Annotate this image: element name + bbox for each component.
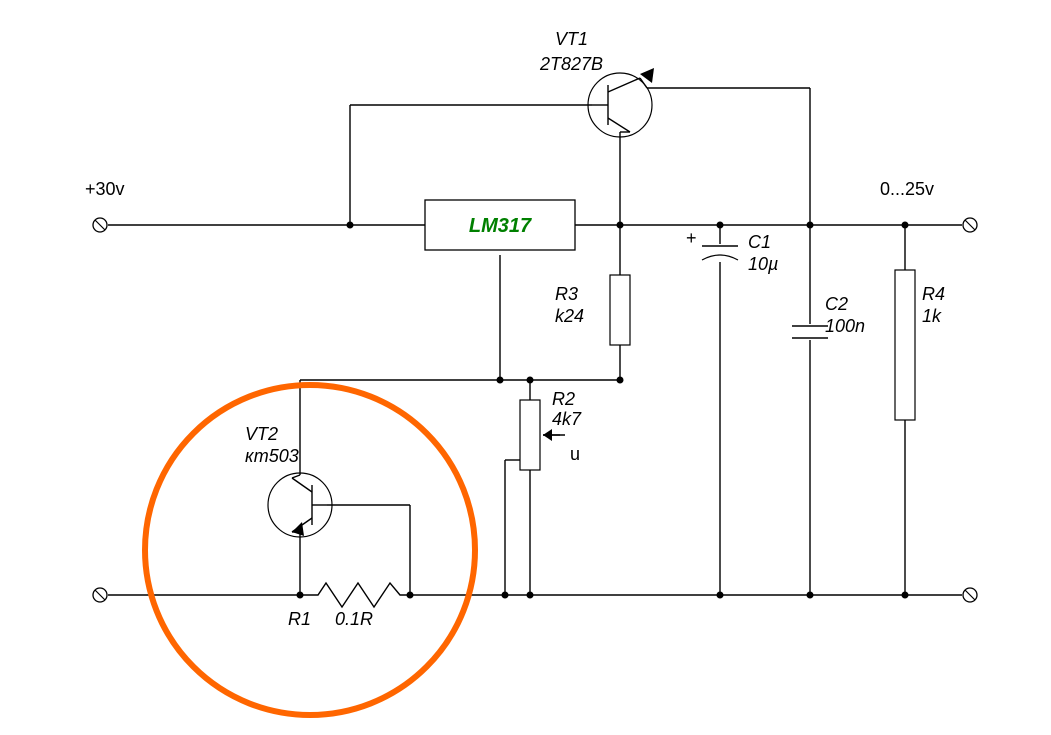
vt2-ref: VT2: [245, 424, 278, 444]
c2-ref: C2: [825, 294, 848, 314]
terminal-in-bot: [93, 588, 107, 602]
resistor-r3: [610, 275, 630, 345]
svg-text:+: +: [686, 228, 697, 248]
r1-ref: R1: [288, 609, 311, 629]
circuit-schematic: LM317 VT1 2T827B VT2 кт503 R1 0.1R: [0, 0, 1051, 735]
r3-val: k24: [555, 306, 584, 326]
resistor-r4: [895, 270, 915, 420]
terminal-out-bot: [963, 588, 977, 602]
r2-val: 4k7: [552, 409, 582, 429]
label-vout: 0...25v: [880, 179, 934, 199]
terminal-out-top: [963, 218, 977, 232]
resistor-r1: [300, 583, 410, 607]
vt2-val: кт503: [245, 446, 299, 466]
r2-ref: R2: [552, 389, 575, 409]
r4-ref: R4: [922, 284, 945, 304]
junction-dots: [297, 222, 909, 599]
ic-lm317-label: LM317: [469, 215, 532, 237]
r2-wiper-label: u: [570, 444, 580, 464]
vt1-val: 2T827B: [539, 54, 603, 74]
c2-val: 100n: [825, 316, 865, 336]
transistor-vt1: [588, 68, 654, 137]
capacitor-c2: [792, 326, 828, 338]
highlight-circle: [145, 385, 475, 715]
transistor-vt2: [268, 473, 332, 537]
capacitor-c1: +: [686, 228, 738, 260]
r3-ref: R3: [555, 284, 578, 304]
terminal-in-top: [93, 218, 107, 232]
c1-val: 10µ: [748, 254, 778, 274]
r1-val: 0.1R: [335, 609, 373, 629]
c1-ref: C1: [748, 232, 771, 252]
vt1-ref: VT1: [555, 29, 588, 49]
label-vin: +30v: [85, 179, 125, 199]
r4-val: 1k: [922, 306, 942, 326]
